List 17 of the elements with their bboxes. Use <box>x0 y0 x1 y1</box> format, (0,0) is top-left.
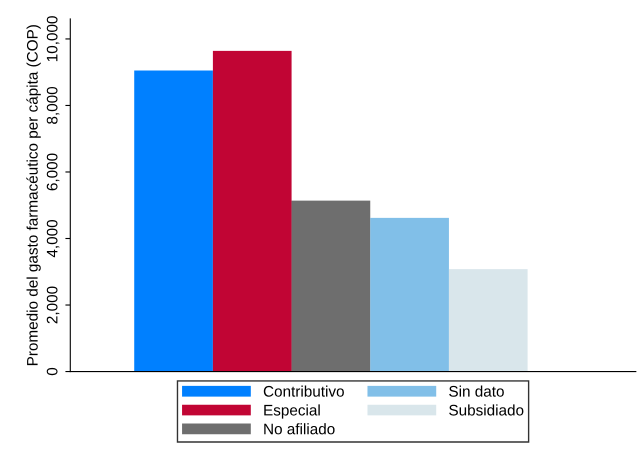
y-tick-label: 6,000 <box>46 153 60 190</box>
bar <box>212 50 292 372</box>
y-tick-label: 2,000 <box>46 286 60 324</box>
y-tick-label: 4,000 <box>46 220 60 258</box>
legend-label: Especial <box>264 404 320 419</box>
bar <box>134 70 213 372</box>
y-axis-title: Promedio del gasto farmacéutico per cápita (COP) <box>26 25 41 366</box>
legend-label: Subsidiado <box>449 404 524 416</box>
bar <box>448 269 528 372</box>
legend-label: Sin dato <box>449 386 504 397</box>
bar <box>370 218 449 372</box>
y-tick-label: 0 <box>46 368 58 376</box>
legend-label: Contributivo <box>264 386 344 397</box>
bar <box>292 200 370 372</box>
y-tick-label: 8,000 <box>46 86 60 124</box>
y-tick-label: 10,000 <box>46 16 60 62</box>
legend-label: No afiliado <box>264 423 335 434</box>
